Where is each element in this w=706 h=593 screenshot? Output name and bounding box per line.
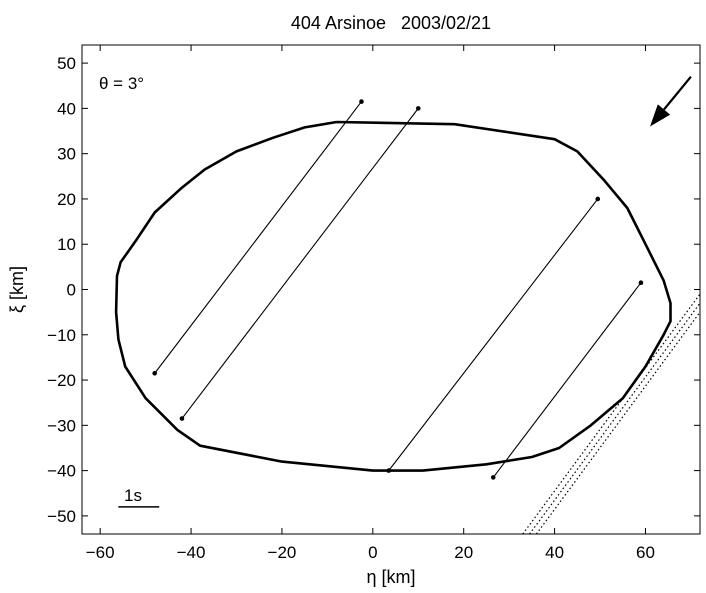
- chord-1-endpoint-end: [359, 99, 364, 104]
- direction-arrow-head: [650, 104, 671, 127]
- y-tick-label: 40: [57, 99, 76, 118]
- chord-2-endpoint-end: [415, 106, 421, 111]
- chord-3-endpoint-start: [386, 468, 392, 473]
- y-tick-label: 0: [67, 281, 76, 300]
- chord-2: [181, 108, 419, 419]
- x-tick-label: −20: [268, 543, 297, 562]
- direction-arrow-shaft: [663, 75, 692, 111]
- scale-bar-label: 1s: [124, 486, 142, 505]
- y-tick-label: −40: [47, 462, 76, 481]
- y-axis-label: ξ [km]: [7, 266, 27, 313]
- chord-4-endpoint-start: [490, 475, 496, 480]
- x-tick-label: −40: [177, 543, 206, 562]
- chord-2-endpoint-start: [179, 416, 185, 421]
- chord-1-endpoint-start: [152, 370, 158, 376]
- negative-chord-1: [522, 293, 700, 534]
- asteroid-profile: [114, 120, 672, 472]
- y-tick-label: 50: [57, 54, 76, 73]
- y-tick-label: −10: [47, 326, 76, 345]
- theta-annotation: θ = 3°: [99, 74, 144, 93]
- chord-1: [154, 101, 362, 374]
- y-tick-label: 30: [57, 145, 76, 164]
- x-tick-label: 0: [368, 543, 377, 562]
- x-tick-label: 40: [545, 543, 564, 562]
- chord-3: [388, 198, 599, 471]
- y-tick-label: −20: [47, 371, 76, 390]
- y-tick-label: 20: [57, 190, 76, 209]
- x-tick-label: 20: [454, 543, 473, 562]
- y-tick-label: −50: [47, 507, 76, 526]
- chart-title: 404 Arsinoe 2003/02/21: [291, 13, 491, 33]
- chord-3-endpoint-end: [595, 196, 601, 202]
- chord-4-endpoint-end: [638, 280, 644, 286]
- y-tick-label: −30: [47, 416, 76, 435]
- x-tick-label: 60: [636, 543, 655, 562]
- chord-4: [492, 282, 642, 478]
- plot-area: [81, 44, 701, 535]
- x-axis-label: η [km]: [366, 567, 415, 587]
- y-tick-label: 10: [57, 235, 76, 254]
- x-tick-label: −60: [86, 543, 115, 562]
